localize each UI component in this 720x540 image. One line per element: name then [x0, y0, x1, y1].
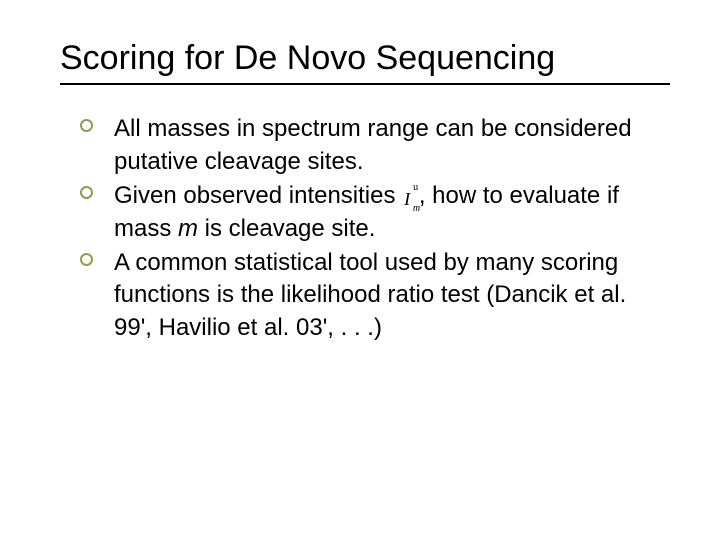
bullet-text: A common statistical tool used by many s… — [114, 249, 626, 341]
bullet-list: All masses in spectrum range can be cons… — [60, 113, 670, 344]
italic-m: m — [178, 215, 198, 242]
math-subscript: m — [413, 202, 420, 216]
list-item: All masses in spectrum range can be cons… — [80, 113, 670, 178]
list-item: A common statistical tool used by many s… — [80, 247, 670, 344]
slide-title: Scoring for De Novo Sequencing — [60, 40, 670, 77]
bullet-text: Given observed intensities — [114, 182, 402, 209]
bullet-text: All masses in spectrum range can be cons… — [114, 115, 632, 174]
bullet-ring-icon — [80, 186, 93, 199]
math-symbol: Ium — [404, 187, 410, 211]
math-base: I — [404, 189, 410, 209]
bullet-text: is cleavage site. — [198, 215, 375, 242]
list-item: Given observed intensities Ium , how to … — [80, 180, 670, 245]
title-underline — [60, 83, 670, 85]
slide-container: Scoring for De Novo Sequencing All masse… — [0, 0, 720, 540]
bullet-ring-icon — [80, 253, 93, 266]
bullet-ring-icon — [80, 119, 93, 132]
math-superscript: u — [413, 181, 418, 195]
